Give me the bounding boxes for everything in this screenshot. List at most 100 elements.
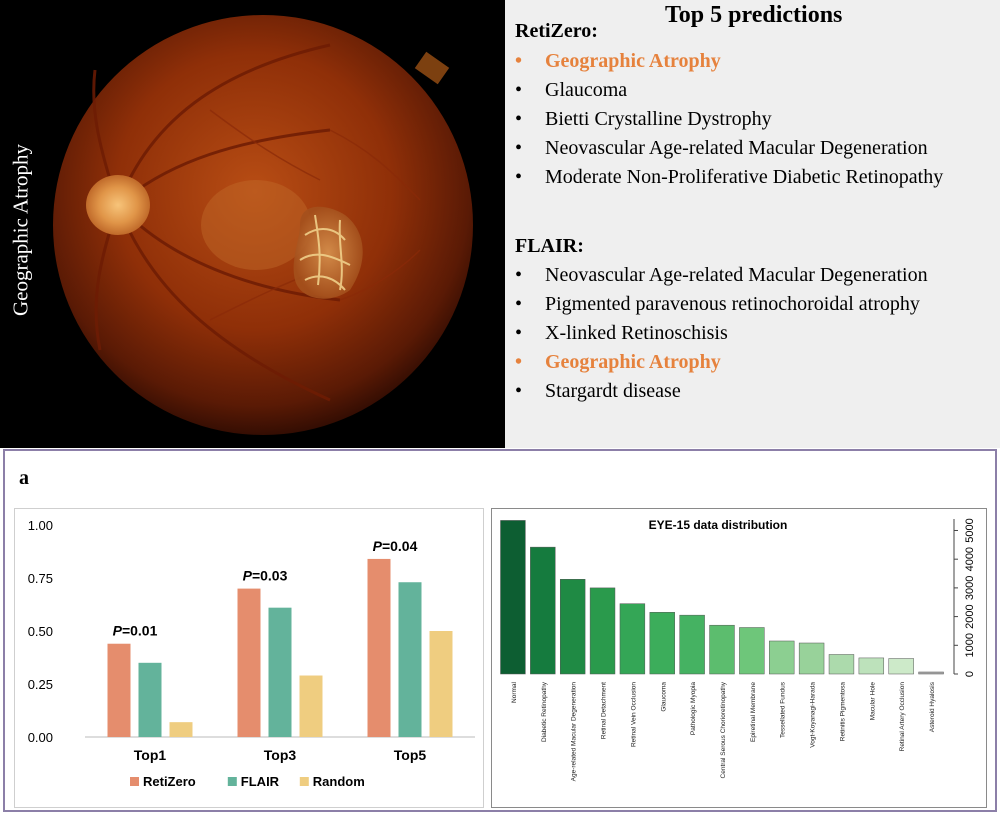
x-tick-label: Age-related Macular Degeneration xyxy=(571,682,578,782)
fundus-label: Geographic Atrophy xyxy=(8,143,33,317)
flair-prediction-list: • Neovascular Age-related Macular Degener… xyxy=(515,261,1000,406)
flair-prediction-item: • Geographic Atrophy xyxy=(515,348,1000,377)
bullet-icon: • xyxy=(515,137,523,159)
x-tick-label: Vogt-Koyanagi-Harada xyxy=(810,682,817,748)
x-tick-label: Retinal Artery Occlusion xyxy=(899,682,906,752)
predictions-title: Top 5 predictions xyxy=(665,2,843,28)
bullet-icon: • xyxy=(515,108,523,130)
distribution-bar xyxy=(798,642,825,675)
chart-title: EYE-15 data distribution xyxy=(649,518,788,532)
distribution-bar xyxy=(530,546,556,675)
bullet-icon: • xyxy=(515,293,523,315)
distribution-bar xyxy=(500,520,526,675)
retizero-prediction-item: • Neovascular Age-related Macular Degener… xyxy=(515,134,1000,163)
distribution-bar xyxy=(888,658,914,675)
p-value-label: P=0.01 xyxy=(113,623,158,639)
fundus-photograph xyxy=(53,15,473,435)
distribution-bar xyxy=(769,640,795,675)
distribution-bar xyxy=(918,671,944,675)
y-tick-label: 0.00 xyxy=(28,730,53,745)
distribution-bar xyxy=(828,654,855,675)
y-tick-label: 0.25 xyxy=(28,677,53,692)
prediction-label: Pigmented paravenous retinochoroidal atr… xyxy=(545,293,920,315)
distribution-bar xyxy=(649,612,675,675)
prediction-label: Stargardt disease xyxy=(545,380,681,402)
retizero-prediction-item: • Moderate Non-Proliferative Diabetic Ret… xyxy=(515,163,1000,192)
bar-retizero xyxy=(237,588,261,737)
retizero-prediction-item: • Geographic Atrophy xyxy=(515,47,1000,76)
data-distribution-chart: EYE-15 data distribution 0 1000 2000 3000 400… xyxy=(500,518,976,782)
topk-accuracy-chart: 0.00 0.25 0.50 0.75 1.00 Top1 P=0.01 Top3 P=0.03… xyxy=(28,518,475,789)
retizero-prediction-item: • Glaucoma xyxy=(515,76,1000,105)
retizero-prediction-item: • Bietti Crystalline Dystrophy xyxy=(515,105,1000,134)
x-tick-label: Central Serous Chorioretinopathy xyxy=(720,681,727,778)
y-tick-label: 0.50 xyxy=(28,624,53,639)
bullet-icon: • xyxy=(515,50,523,72)
flair-prediction-item: • Pigmented paravenous retinochoroidal at… xyxy=(515,290,1000,319)
legend-swatch xyxy=(299,777,309,786)
retizero-title: RetiZero: xyxy=(515,20,598,42)
y-tick-label: 0.75 xyxy=(28,571,53,586)
prediction-label: Glaucoma xyxy=(545,79,628,101)
x-tick-label: Epiretinal Membrane xyxy=(750,682,757,742)
predictions-panel: Top 5 predictions RetiZero: • Geographic … xyxy=(505,0,1000,448)
distribution-bar xyxy=(858,657,885,675)
bullet-icon: • xyxy=(515,166,523,188)
legend-label: FLAIR xyxy=(241,774,280,789)
x-tick-label: Top5 xyxy=(394,747,427,763)
distribution-bar xyxy=(619,603,646,675)
y-tick-label: 2000 xyxy=(964,604,976,628)
distribution-bar xyxy=(679,614,705,675)
bullet-icon: • xyxy=(515,79,523,101)
bar-random xyxy=(169,722,193,737)
y-tick-label: 0 xyxy=(964,671,976,677)
prediction-label: X-linked Retinoschisis xyxy=(545,322,728,344)
bar-flair xyxy=(268,607,292,737)
bar-retizero xyxy=(367,558,391,737)
x-tick-label: Normal xyxy=(511,681,518,703)
bullet-icon: • xyxy=(515,351,523,373)
legend-swatch xyxy=(227,777,237,786)
x-tick-label: Macular Hole xyxy=(869,682,876,721)
distribution-bar xyxy=(709,624,735,675)
flair-prediction-item: • Neovascular Age-related Macular Degener… xyxy=(515,261,1000,290)
bar-flair xyxy=(398,582,422,737)
fundus-image-panel: Geographic Atrophy xyxy=(0,0,505,448)
bullet-icon: • xyxy=(515,264,523,286)
flair-title: FLAIR: xyxy=(515,235,584,257)
distribution-bar xyxy=(559,579,586,675)
distribution-bar xyxy=(589,587,616,675)
y-tick-label: 3000 xyxy=(964,576,976,600)
flair-prediction-item: • Stargardt disease xyxy=(515,377,1000,406)
y-tick-label: 4000 xyxy=(964,547,976,571)
x-tick-label: Asteroid Hyalosis xyxy=(929,681,936,732)
legend-label: RetiZero xyxy=(143,774,196,789)
flair-prediction-item: • X-linked Retinoschisis xyxy=(515,319,1000,348)
legend-label: Random xyxy=(313,774,365,789)
x-tick-label: Top1 xyxy=(134,747,167,763)
prediction-label: Neovascular Age-related Macular Degenera… xyxy=(545,264,928,286)
prediction-label: Neovascular Age-related Macular Degenera… xyxy=(545,137,928,159)
prediction-label: Geographic Atrophy xyxy=(545,50,721,72)
legend-swatch xyxy=(130,777,139,786)
bullet-icon: • xyxy=(515,322,523,344)
x-tick-label: Retinal Detachment xyxy=(601,682,608,739)
panel-label: a xyxy=(19,467,29,489)
y-tick-label: 5000 xyxy=(964,518,976,542)
topk-accuracy-chart-container: 0.00 0.25 0.50 0.75 1.00 Top1 P=0.01 Top3 P=0.03… xyxy=(14,508,484,808)
x-tick-label: Tessellated Fundus xyxy=(780,681,787,738)
y-tick-label: 1000 xyxy=(964,633,976,657)
bar-flair xyxy=(138,662,162,737)
bar-random xyxy=(299,675,323,737)
prediction-label: Bietti Crystalline Dystrophy xyxy=(545,108,772,130)
y-tick-label: 1.00 xyxy=(28,518,53,533)
prediction-label: Moderate Non-Proliferative Diabetic Reti… xyxy=(545,166,944,188)
bar-random xyxy=(429,631,453,737)
x-tick-label: Pathologic Myopia xyxy=(690,682,697,735)
x-tick-label: Diabetic Retinopathy xyxy=(541,681,548,742)
distribution-bar xyxy=(739,627,765,675)
x-tick-label: Glaucoma xyxy=(660,682,667,712)
bar-retizero xyxy=(107,643,131,737)
retizero-prediction-list: • Geographic Atrophy • Glaucoma • Bietti Crys… xyxy=(515,47,1000,192)
results-panel: a 0.00 0.25 0.50 0.75 1.00 Top1 P=0.01 Top3 P=0.… xyxy=(3,449,997,812)
